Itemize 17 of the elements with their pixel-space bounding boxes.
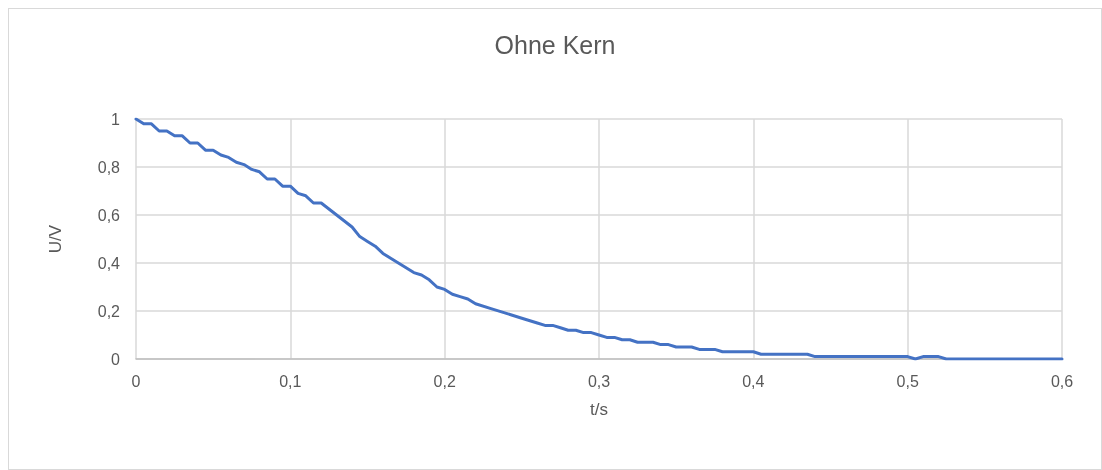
- x-tick-label: 0,2: [433, 372, 456, 390]
- x-tick-label: 0,3: [587, 372, 611, 390]
- x-tick-label: 0,1: [279, 372, 302, 390]
- y-tick-label: 0,4: [97, 254, 121, 272]
- y-tick-label: 1: [111, 110, 121, 128]
- y-tick-label: 0,2: [97, 302, 121, 320]
- x-tick-label: 0,6: [1050, 372, 1074, 390]
- x-tick-label: 0,4: [742, 372, 765, 390]
- x-tick-label: 0,5: [896, 372, 919, 390]
- line-series: [134, 117, 1064, 361]
- y-tick-label: 0: [111, 350, 121, 368]
- y-tick-label: 0,6: [97, 206, 121, 224]
- x-tick-label: 0: [131, 372, 141, 390]
- x-axis-title: t/s: [590, 400, 608, 419]
- y-tick-label: 0,8: [97, 158, 121, 176]
- chart-title: Ohne Kern: [494, 30, 616, 59]
- y-axis-title: U/V: [46, 224, 65, 254]
